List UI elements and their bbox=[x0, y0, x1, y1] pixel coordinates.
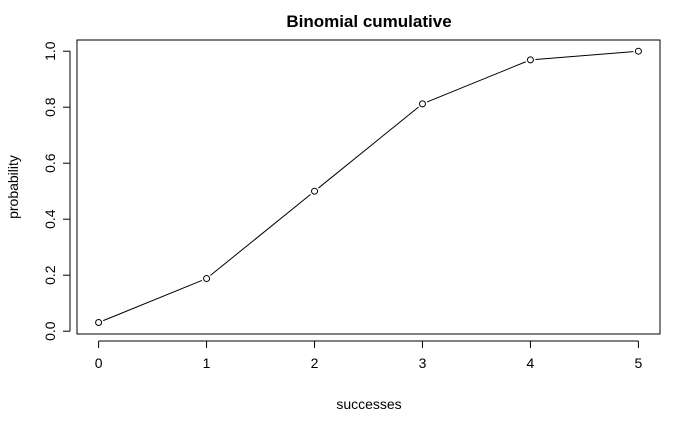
x-axis-title: successes bbox=[336, 396, 401, 412]
data-point bbox=[203, 275, 211, 283]
series-line-segment bbox=[535, 51, 634, 60]
data-point bbox=[526, 56, 534, 64]
x-tick-label: 5 bbox=[635, 355, 643, 371]
chart-title: Binomial cumulative bbox=[286, 12, 451, 31]
x-tick-label: 1 bbox=[203, 355, 211, 371]
series-line-segment bbox=[318, 106, 419, 189]
y-tick-label: 0.6 bbox=[42, 153, 58, 173]
y-tick-label: 0.8 bbox=[42, 97, 58, 117]
data-point bbox=[418, 100, 426, 108]
x-axis: 0 1 2 3 4 5 bbox=[95, 340, 643, 371]
series-line-segment bbox=[210, 193, 311, 276]
data-point bbox=[95, 319, 103, 327]
x-tick-label: 2 bbox=[311, 355, 319, 371]
plot-frame bbox=[76, 39, 661, 335]
x-tick-label: 0 bbox=[95, 355, 103, 371]
y-tick-label: 0.4 bbox=[42, 209, 58, 229]
y-axis-title: probability bbox=[5, 155, 21, 219]
series-layer bbox=[95, 47, 642, 327]
y-axis: 0.0 0.2 0.4 0.6 0.8 1.0 bbox=[42, 41, 71, 341]
series-line-segment bbox=[103, 279, 203, 322]
x-tick-label: 4 bbox=[527, 355, 535, 371]
y-tick-label: 0.0 bbox=[42, 321, 58, 341]
y-tick-label: 1.0 bbox=[42, 41, 58, 61]
y-tick-label: 0.2 bbox=[42, 265, 58, 285]
data-point bbox=[634, 47, 642, 55]
x-tick-label: 3 bbox=[419, 355, 427, 371]
series-line-segment bbox=[426, 61, 527, 103]
data-point bbox=[311, 187, 319, 195]
